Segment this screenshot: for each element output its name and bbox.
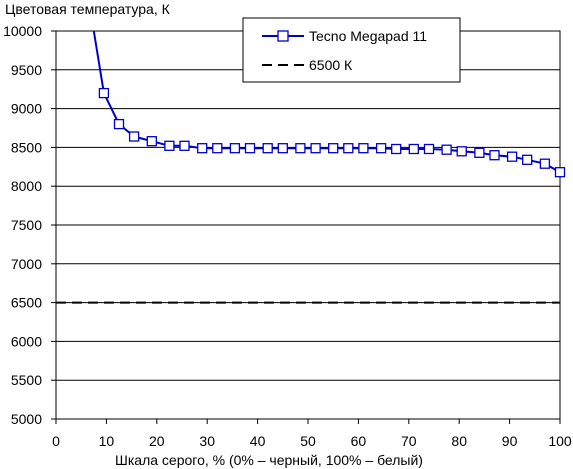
x-tick-label: 70 <box>401 433 417 449</box>
data-point-tecno <box>474 147 485 158</box>
data-point-tecno <box>197 143 208 154</box>
x-tick-label: 0 <box>52 433 60 449</box>
legend-label-tecno: Tecno Megapad 11 <box>309 28 427 44</box>
data-point-tecno <box>375 143 387 154</box>
y-tick-label: 9500 <box>11 62 42 78</box>
data-point-tecno <box>539 158 551 169</box>
data-point-tecno <box>522 154 533 165</box>
legend-box <box>242 17 461 83</box>
data-point-tecno <box>295 143 306 154</box>
data-point-tecno <box>408 143 419 155</box>
x-tick-label: 20 <box>149 433 165 449</box>
x-tick-label: 80 <box>451 433 467 449</box>
x-tick-label: 60 <box>351 433 367 449</box>
y-axis-tick-labels: 5000 5500 6000 6500 7000 7500 8000 8500 9000 9500… <box>3 23 56 427</box>
x-tick-label: 10 <box>99 433 115 449</box>
x-tick-label: 100 <box>548 433 572 449</box>
data-point-tecno <box>343 143 354 154</box>
y-tick-label: 9000 <box>11 101 42 117</box>
data-point-tecno <box>554 167 566 178</box>
y-tick-label: 5500 <box>11 372 42 388</box>
data-point-tecno <box>146 136 157 147</box>
x-tick-label: 90 <box>502 433 518 449</box>
y-tick-label: 7000 <box>11 256 42 272</box>
x-axis-label: Шкала серого, % (0% – черный, 100% – бел… <box>115 452 423 468</box>
legend: Tecno Megapad 11 6500 К <box>242 17 461 83</box>
data-point-tecno <box>506 151 518 162</box>
data-point-tecno <box>262 143 273 154</box>
y-tick-label: 5000 <box>11 411 42 427</box>
y-tick-label: 6500 <box>11 295 42 311</box>
x-axis-tick-labels: 0 10 20 30 40 50 60 70 80 90 100 <box>52 419 572 449</box>
y-tick-label: 8500 <box>11 139 42 155</box>
data-point-tecno <box>229 143 241 154</box>
series-layer <box>56 30 566 304</box>
data-point-tecno <box>128 131 140 142</box>
data-point-tecno <box>164 140 175 151</box>
y-axis-label: Цветовая температура, К <box>5 1 171 17</box>
x-tick-label: 50 <box>300 433 316 449</box>
data-point-tecno <box>310 143 321 154</box>
y-tick-label: 6000 <box>11 333 42 349</box>
y-tick-label: 8000 <box>11 178 42 194</box>
data-point-tecno <box>441 144 452 155</box>
legend-marker-tecno <box>277 30 289 42</box>
data-point-tecno <box>328 143 339 154</box>
data-point-tecno <box>277 143 288 154</box>
y-tick-label: 7500 <box>11 217 42 233</box>
data-point-tecno <box>423 143 435 155</box>
data-point-tecno <box>179 140 190 151</box>
data-point-tecno <box>391 143 402 155</box>
data-point-tecno <box>244 143 256 154</box>
data-point-tecno <box>456 146 467 157</box>
data-point-tecno <box>358 143 369 154</box>
data-point-tecno <box>489 150 500 161</box>
data-point-tecno <box>212 143 223 154</box>
data-point-tecno <box>98 87 110 99</box>
x-tick-label: 30 <box>199 433 215 449</box>
x-tick-label: 40 <box>250 433 266 449</box>
y-tick-label: 10000 <box>3 23 42 39</box>
legend-label-6500k: 6500 К <box>309 57 353 73</box>
data-point-tecno <box>113 118 125 130</box>
